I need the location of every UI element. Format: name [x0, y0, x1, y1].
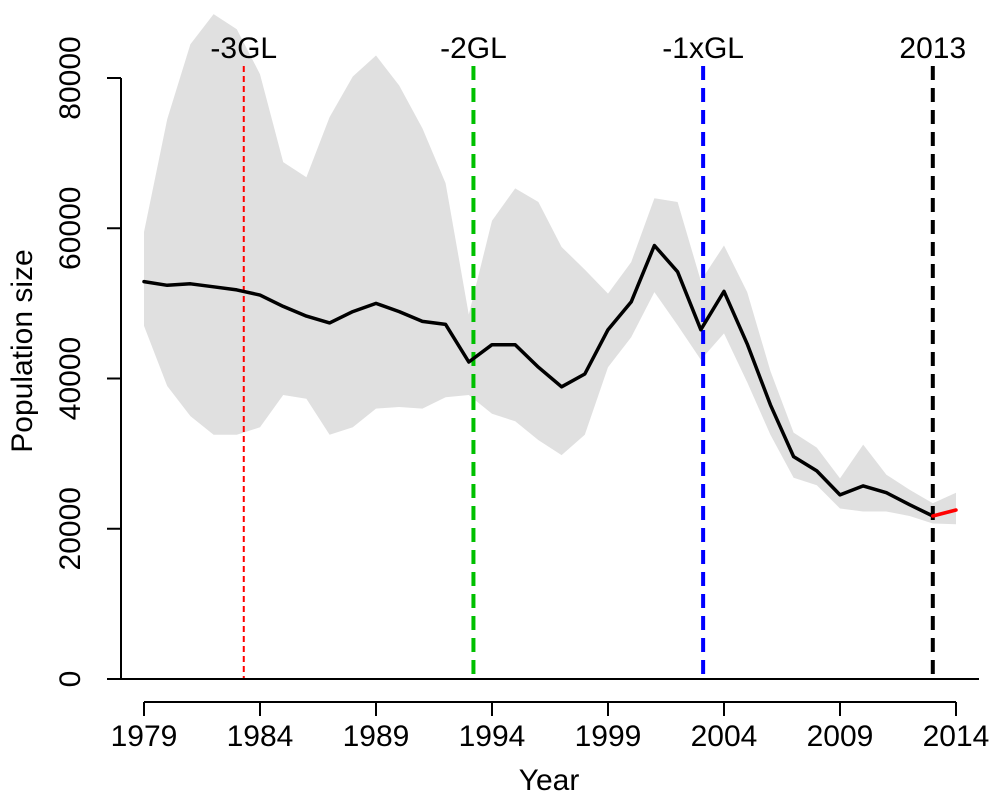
- series-lines-layer: [142, 243, 958, 518]
- x-tick-label-3: 1989: [343, 720, 410, 753]
- series-line-2: [931, 508, 958, 518]
- reference-line-label-1: -3GL: [210, 32, 277, 65]
- y-tick-label-1: 0: [54, 671, 87, 688]
- confidence-band-layer: [144, 14, 956, 525]
- x-tick-label-8: 2014: [923, 720, 990, 753]
- x-axis-label: Year: [519, 764, 580, 797]
- axes-layer: 0 20000 40000 60000 80000 1979 1984 1989 1994 199…: [54, 36, 989, 753]
- reference-line-label-2: -2GL: [440, 32, 507, 65]
- x-tick-label-1: 1979: [111, 720, 178, 753]
- y-tick-label-3: 40000: [54, 337, 87, 420]
- y-axis-label: Population size: [6, 249, 39, 452]
- x-tick-label-5: 1999: [575, 720, 642, 753]
- y-tick-label-5: 80000: [54, 36, 87, 119]
- x-tick-label-4: 1994: [459, 720, 526, 753]
- reference-line-label-4: 2013: [899, 32, 966, 65]
- x-tick-label-6: 2004: [691, 720, 758, 753]
- confidence-band: [144, 14, 956, 525]
- y-tick-label-2: 20000: [54, 487, 87, 570]
- x-tick-label-7: 2009: [807, 720, 874, 753]
- x-tick-label-2: 1984: [227, 720, 294, 753]
- y-tick-label-4: 60000: [54, 187, 87, 270]
- series-line-1: [142, 243, 935, 518]
- reference-lines-layer: -3GL -2GL -1xGL 2013: [210, 32, 966, 679]
- reference-line-label-3: -1xGL: [662, 32, 744, 65]
